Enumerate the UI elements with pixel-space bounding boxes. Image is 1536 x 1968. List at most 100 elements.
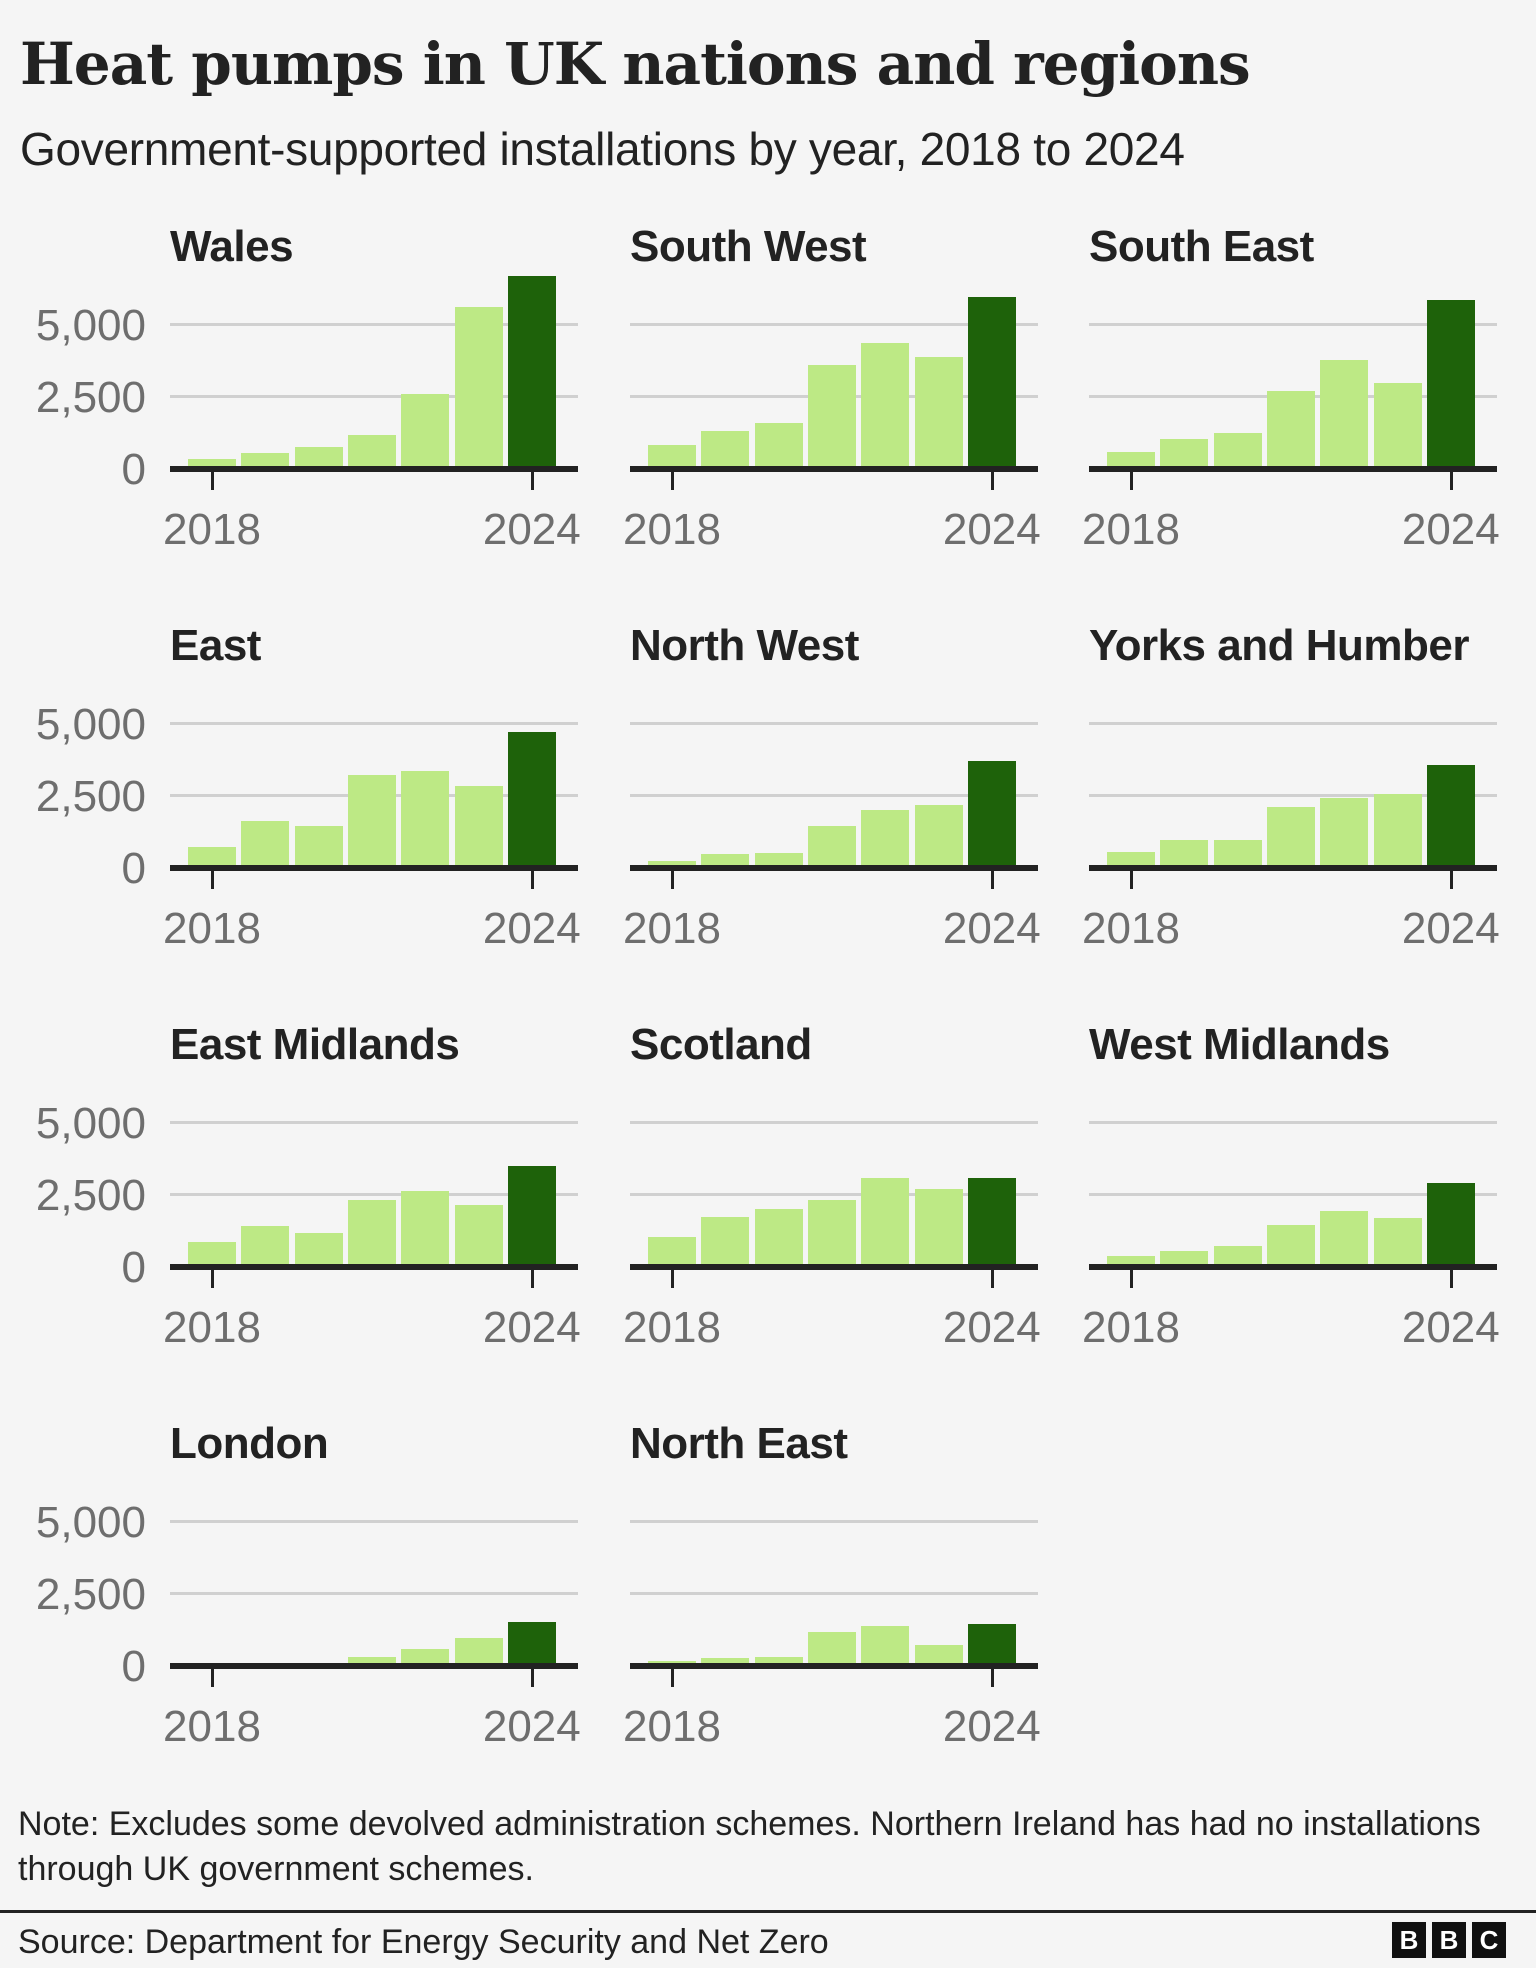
plot-area: 2018 2024 (623, 222, 1041, 621)
bar (701, 431, 750, 468)
x-tick (671, 1270, 674, 1288)
bar (401, 393, 450, 468)
bar (454, 1205, 503, 1266)
y-tick-label: 0 (121, 1243, 146, 1292)
panel-title: Scotland (630, 1020, 812, 1069)
x-tick (530, 472, 534, 490)
gridline (1089, 323, 1497, 326)
bar (1213, 1246, 1262, 1266)
x-tick (1130, 871, 1133, 889)
bar-highlight-2024 (1426, 765, 1475, 867)
panel-title: North West (630, 621, 859, 670)
x-tick-label: 2018 (623, 904, 721, 953)
x-tick-label: 2018 (623, 1303, 721, 1352)
bar (1160, 438, 1209, 468)
x-axis-line (630, 1663, 1038, 1669)
panel-title: Wales (170, 222, 294, 271)
bar (188, 846, 236, 867)
x-tick-label: 2018 (623, 505, 721, 554)
bar (1160, 840, 1209, 867)
bar-highlight-2024 (507, 1165, 556, 1266)
bar (1320, 797, 1369, 867)
logo-letter: C (1472, 1922, 1506, 1958)
gridline (630, 1193, 1038, 1196)
panel-title: East Midlands (170, 1020, 460, 1069)
gridline (630, 722, 1038, 725)
bar (914, 1188, 963, 1266)
bar (1213, 433, 1262, 468)
bar (401, 1191, 450, 1266)
x-tick-label: 2024 (1401, 505, 1500, 554)
x-tick (990, 1669, 994, 1687)
x-tick (211, 1669, 214, 1687)
x-tick (530, 871, 534, 889)
bar (861, 343, 910, 468)
bar (701, 1216, 750, 1266)
x-tick-label: 2018 (1082, 904, 1180, 953)
x-tick-label: 2018 (163, 1702, 261, 1751)
bar (347, 775, 396, 867)
gridline (170, 1121, 578, 1124)
panel-title: London (170, 1419, 329, 1468)
panel-title: South West (630, 222, 867, 271)
x-tick (211, 871, 214, 889)
plot-area: 2018 2024 (1082, 1020, 1500, 1419)
x-axis-line (170, 865, 578, 871)
panel-scotland: Scotland 2018 2024 (623, 1020, 1090, 1419)
bar (701, 1658, 750, 1665)
gridline (630, 323, 1038, 326)
x-tick (990, 1270, 994, 1288)
x-axis-line (170, 1264, 578, 1270)
y-tick-label: 2,500 (35, 1171, 146, 1220)
panel-title: Yorks and Humber (1089, 621, 1469, 670)
x-tick (1449, 472, 1453, 490)
y-tick-label: 0 (121, 844, 146, 893)
bar-highlight-2024 (507, 275, 556, 468)
bar (648, 860, 696, 867)
logo-letter: B (1392, 1922, 1426, 1958)
x-tick (530, 1270, 534, 1288)
x-axis-line (1089, 1264, 1497, 1270)
x-tick (671, 871, 674, 889)
bar-highlight-2024 (1426, 299, 1475, 468)
bar (1107, 852, 1155, 867)
x-tick-label: 2024 (482, 904, 581, 953)
plot-area: 2018 2024 (623, 621, 1041, 1020)
plot-area: 2018 2024 (1082, 621, 1500, 1020)
bar (861, 1625, 910, 1665)
bar-highlight-2024 (967, 296, 1016, 468)
x-tick-label: 2018 (1082, 1303, 1180, 1352)
x-tick-label: 2024 (482, 1303, 581, 1352)
bar (294, 446, 343, 468)
panel-title: West Midlands (1089, 1020, 1390, 1069)
bar-highlight-2024 (507, 731, 556, 867)
panel-title: South East (1089, 222, 1314, 271)
chart-title: Heat pumps in UK nations and regions (20, 30, 1251, 98)
panel-south-east: South East 2018 2024 (1082, 222, 1536, 621)
gridline (1089, 1193, 1497, 1196)
bar (754, 1656, 803, 1665)
bar (1266, 1225, 1315, 1266)
plot-area: 5,000 2,500 0 2018 2024 (36, 1419, 581, 1818)
bar (454, 786, 503, 867)
panel-yorks-and-humber: Yorks and Humber 2018 2024 (1082, 621, 1536, 1020)
bar (648, 444, 696, 468)
plot-area: 5,000 2,500 0 2018 2024 (36, 222, 581, 621)
gridline (170, 722, 578, 725)
bar (807, 825, 856, 867)
gridline (170, 1520, 578, 1523)
x-tick-label: 2024 (1401, 1303, 1500, 1352)
bar (1320, 1210, 1369, 1266)
x-tick-label: 2018 (163, 1303, 261, 1352)
y-tick-label: 5,000 (35, 1099, 146, 1148)
bar (1373, 1217, 1422, 1266)
bar (754, 852, 803, 867)
x-tick-label: 2024 (1401, 904, 1500, 953)
bar (1373, 383, 1422, 468)
x-tick-label: 2018 (163, 505, 261, 554)
x-tick-label: 2018 (623, 1702, 721, 1751)
bar-highlight-2024 (507, 1621, 556, 1665)
x-tick (671, 1669, 674, 1687)
gridline (170, 1592, 578, 1595)
panel-title: East (170, 621, 261, 670)
